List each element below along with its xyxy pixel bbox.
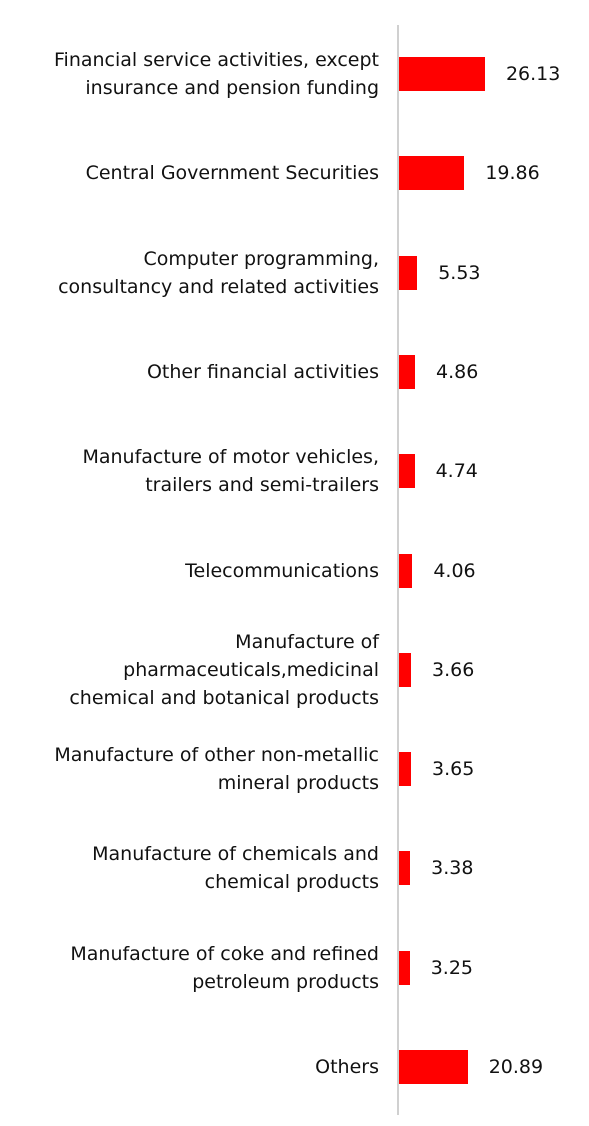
category-label: Central Government Securities <box>85 162 379 185</box>
category-label: Manufacture of other non-metallic minera… <box>54 744 379 795</box>
category-label: Financial service activities, except ins… <box>54 49 379 99</box>
value-label: 4.86 <box>435 360 479 383</box>
value-label: 26.13 <box>505 63 561 85</box>
category-label: Telecommunications <box>185 559 379 582</box>
value-label: 3.25 <box>430 956 473 979</box>
value-label: 5.53 <box>438 261 481 284</box>
value-label: 3.65 <box>432 758 475 781</box>
value-label: 19.86 <box>485 162 540 185</box>
category-label: Manufacture of pharmaceuticals,medicinal… <box>69 630 379 709</box>
bar <box>399 553 413 588</box>
value-label: 4.06 <box>433 559 476 582</box>
value-label: 3.66 <box>432 658 475 681</box>
bar <box>399 354 415 389</box>
value-label: 4.74 <box>435 460 478 483</box>
value-label: 3.38 <box>431 857 474 880</box>
category-label: Manufacture of coke and refined petroleu… <box>70 942 379 993</box>
bar <box>399 851 411 886</box>
bar <box>399 57 485 91</box>
bar <box>399 652 412 687</box>
bar <box>399 1050 468 1084</box>
axis-line <box>397 25 399 1115</box>
bar <box>399 752 411 787</box>
value-label: 20.89 <box>488 1056 544 1078</box>
category-label: Computer programming, consultancy and re… <box>58 247 379 298</box>
category-label: Manufacture of motor vehicles, trailers … <box>82 446 379 497</box>
category-label: Other financial activities <box>146 360 379 383</box>
category-label: Others <box>315 1056 379 1078</box>
bar <box>399 255 418 290</box>
bar <box>399 156 465 191</box>
bar <box>399 454 415 489</box>
bar <box>399 950 410 985</box>
category-label: Manufacture of chemicals and chemical pr… <box>92 843 379 894</box>
